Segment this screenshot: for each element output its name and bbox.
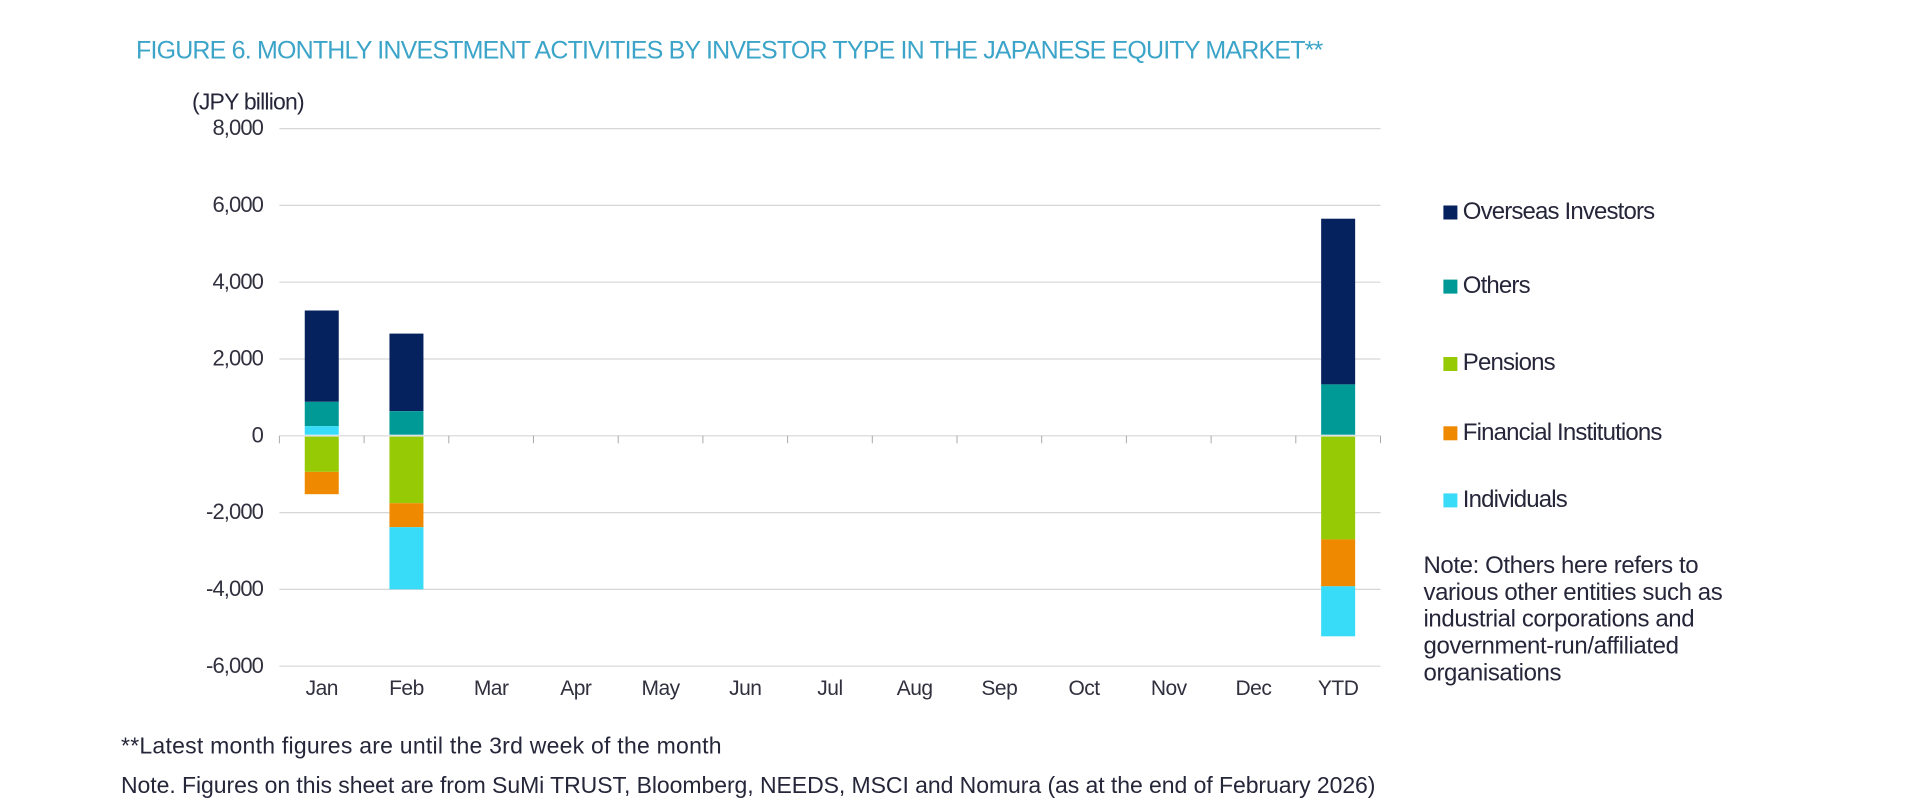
svg-text:Mar: Mar <box>474 677 509 700</box>
svg-text:Jan: Jan <box>306 677 338 700</box>
svg-text:Jun: Jun <box>729 677 761 700</box>
svg-text:2,000: 2,000 <box>212 346 263 371</box>
svg-text:Oct: Oct <box>1068 677 1100 700</box>
svg-text:0: 0 <box>252 422 264 447</box>
svg-text:(JPY billion): (JPY billion) <box>192 89 304 115</box>
svg-text:Others: Others <box>1463 272 1531 299</box>
svg-text:FIGURE 6. MONTHLY INVESTMENT A: FIGURE 6. MONTHLY INVESTMENT ACTIVITIES … <box>136 37 1324 65</box>
svg-text:Overseas Investors: Overseas Investors <box>1463 198 1655 225</box>
svg-text:Apr: Apr <box>560 677 592 700</box>
svg-text:4,000: 4,000 <box>212 269 263 294</box>
svg-text:various other entities such as: various other entities such as <box>1424 579 1723 606</box>
svg-text:Individuals: Individuals <box>1463 486 1568 513</box>
svg-text:Financial Institutions: Financial Institutions <box>1463 419 1663 446</box>
svg-text:6,000: 6,000 <box>212 192 263 217</box>
svg-text:Aug: Aug <box>897 677 933 700</box>
svg-text:Feb: Feb <box>389 677 424 700</box>
svg-text:**Latest month figures are unt: **Latest month figures are until the 3rd… <box>121 733 722 759</box>
svg-text:organisations: organisations <box>1424 660 1562 687</box>
svg-text:industrial corporations and: industrial corporations and <box>1424 606 1695 633</box>
svg-text:Sep: Sep <box>981 677 1017 700</box>
svg-text:Note: Others here refers to: Note: Others here refers to <box>1424 552 1699 579</box>
svg-text:May: May <box>641 677 680 700</box>
svg-text:Pensions: Pensions <box>1463 349 1556 376</box>
svg-text:-2,000: -2,000 <box>206 499 264 524</box>
svg-text:-6,000: -6,000 <box>206 653 264 678</box>
svg-text:Nov: Nov <box>1151 677 1188 700</box>
svg-text:YTD: YTD <box>1318 677 1359 700</box>
svg-text:Jul: Jul <box>817 677 842 700</box>
svg-text:Dec: Dec <box>1236 677 1272 700</box>
svg-text:8,000: 8,000 <box>212 115 263 140</box>
svg-text:-4,000: -4,000 <box>206 576 264 601</box>
svg-text:Note. Figures on this sheet ar: Note. Figures on this sheet are from SuM… <box>121 772 1375 798</box>
svg-text:government-run/affiliated: government-run/affiliated <box>1424 633 1679 660</box>
